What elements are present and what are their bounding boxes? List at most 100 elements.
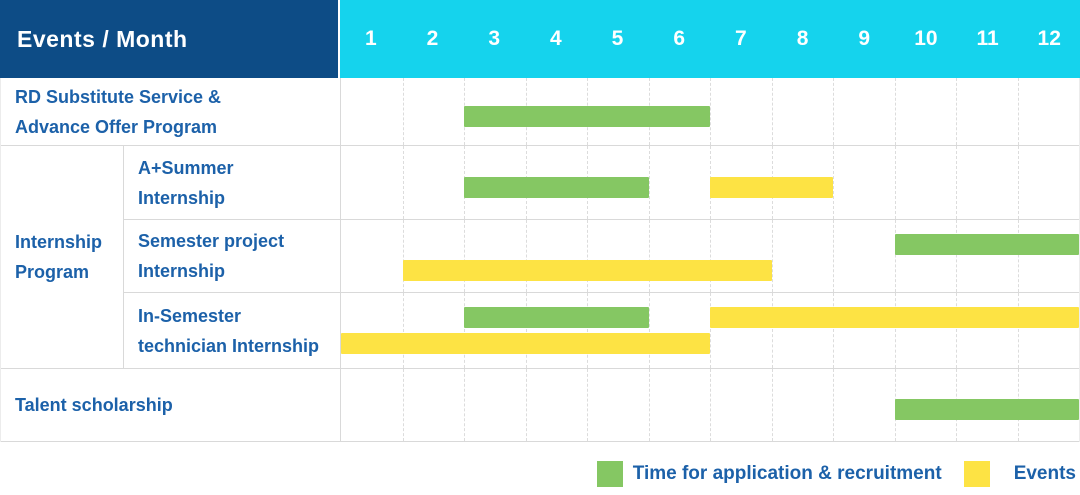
application-legend-label: Time for application & recruitment	[632, 463, 942, 484]
month-gridline	[464, 220, 465, 292]
month-gridline	[833, 293, 834, 368]
group-rows: A+Summer Internship Semester project Intern…	[124, 146, 1079, 368]
month-gridline	[402, 369, 404, 441]
row-chart-area	[341, 293, 1079, 368]
month-header-4: 4	[550, 27, 562, 50]
month-gridline	[587, 220, 588, 292]
event-legend-label: Events	[1013, 463, 1076, 484]
month-header-9: 9	[858, 27, 871, 50]
month-header-6: 6	[673, 27, 686, 50]
row-label-line: Advance Offer Program	[15, 116, 218, 137]
month-header-7: 7	[735, 27, 747, 50]
month-gridline	[648, 293, 650, 368]
month-gridline	[833, 220, 834, 292]
event-bar	[710, 177, 833, 198]
month-gridline	[525, 369, 527, 441]
month-gridline	[771, 78, 773, 145]
month-gridline	[956, 78, 957, 145]
month-gridline	[771, 293, 773, 368]
month-gridline	[587, 293, 588, 368]
gantt-row: RD Substitute Service & Advance Offer Pro…	[1, 78, 1079, 146]
month-gridline	[402, 293, 404, 368]
month-gridline	[894, 146, 896, 219]
gantt-row: Semester project Internship	[124, 220, 1079, 293]
row-label: RD Substitute Service & Advance Offer Pro…	[1, 78, 341, 145]
month-gridline	[710, 293, 711, 368]
gantt-row: A+Summer Internship	[124, 146, 1079, 220]
month-header-5: 5	[611, 27, 624, 50]
month-gridline	[710, 78, 711, 145]
gantt-row: Talent scholarship	[1, 369, 1079, 442]
month-gridline	[710, 220, 711, 292]
month-gridline	[1017, 220, 1019, 292]
row-label-line: Semester project	[138, 231, 285, 251]
month-gridline	[894, 293, 896, 368]
row-chart-area	[341, 220, 1079, 292]
row-label: Semester project Internship	[124, 220, 341, 292]
row-chart-area	[341, 369, 1079, 441]
month-gridline	[648, 220, 650, 292]
row-label-line: Internship	[15, 232, 103, 252]
month-gridline	[464, 369, 465, 441]
application-legend-swatch	[596, 461, 623, 487]
row-chart-area	[341, 146, 1079, 219]
month-gridline	[464, 293, 465, 368]
row-label-line: RD Substitute Service &	[15, 86, 222, 107]
month-gridline	[402, 78, 404, 145]
month-gridline	[771, 369, 773, 441]
event-bar	[710, 307, 1079, 328]
month-gridline	[1017, 146, 1019, 219]
gantt-row: In-Semester technician Internship	[124, 293, 1079, 368]
events-month-header: Events / Month	[0, 0, 340, 78]
row-label: In-Semester technician Internship	[124, 293, 341, 368]
row-chart-area	[341, 78, 1079, 145]
month-gridline	[956, 293, 957, 368]
header-row: Events / Month 1 2 3 4 5 6 7 8 9 10 11 12	[0, 0, 1080, 78]
month-gridline	[710, 369, 711, 441]
application-bar	[894, 399, 1079, 420]
application-bar	[894, 234, 1079, 255]
month-gridline	[956, 220, 957, 292]
row-label: Talent scholarship	[1, 369, 341, 441]
event-bar	[402, 260, 772, 281]
row-label-line: Program	[15, 262, 90, 282]
row-label-line: A+Summer	[138, 157, 234, 178]
month-gridline	[956, 146, 957, 219]
legend: Time for application & recruitment Event…	[0, 442, 1080, 495]
month-gridline	[587, 369, 588, 441]
month-gridline	[648, 146, 650, 219]
month-header-10: 10	[914, 27, 938, 50]
event-bar	[341, 333, 710, 354]
month-header-3: 3	[488, 27, 501, 50]
month-gridline	[833, 78, 834, 145]
month-gridline	[1017, 78, 1019, 145]
event-legend-swatch	[963, 461, 990, 487]
group-label: Internship Program	[1, 146, 124, 368]
month-gridline	[648, 369, 650, 441]
row-label-line: Internship	[138, 187, 226, 208]
month-header-2: 2	[426, 27, 439, 50]
row-label-line: Talent scholarship	[15, 395, 173, 415]
month-gridline	[525, 293, 527, 368]
month-gridline	[402, 146, 404, 219]
row-label: A+Summer Internship	[124, 146, 341, 219]
row-label-line: Internship	[138, 261, 226, 281]
month-header-12: 12	[1037, 27, 1061, 50]
month-header-11: 11	[976, 27, 999, 50]
month-gridline	[894, 78, 896, 145]
internship-program-group: Internship Program A+Summer Internship Semes…	[1, 146, 1079, 369]
application-bar	[464, 307, 649, 328]
month-gridline	[894, 220, 896, 292]
month-header-1: 1	[364, 27, 377, 50]
row-label-line: technician Internship	[138, 335, 320, 356]
row-label-line: In-Semester	[138, 305, 242, 326]
month-gridline	[771, 220, 773, 292]
month-gridline	[833, 146, 834, 219]
month-gridline	[1017, 293, 1019, 368]
month-header-8: 8	[796, 27, 809, 50]
month-gridline	[402, 220, 404, 292]
month-gridline	[833, 369, 834, 441]
gantt-body: RD Substitute Service & Advance Offer Pro…	[0, 78, 1080, 442]
application-bar	[464, 106, 710, 127]
